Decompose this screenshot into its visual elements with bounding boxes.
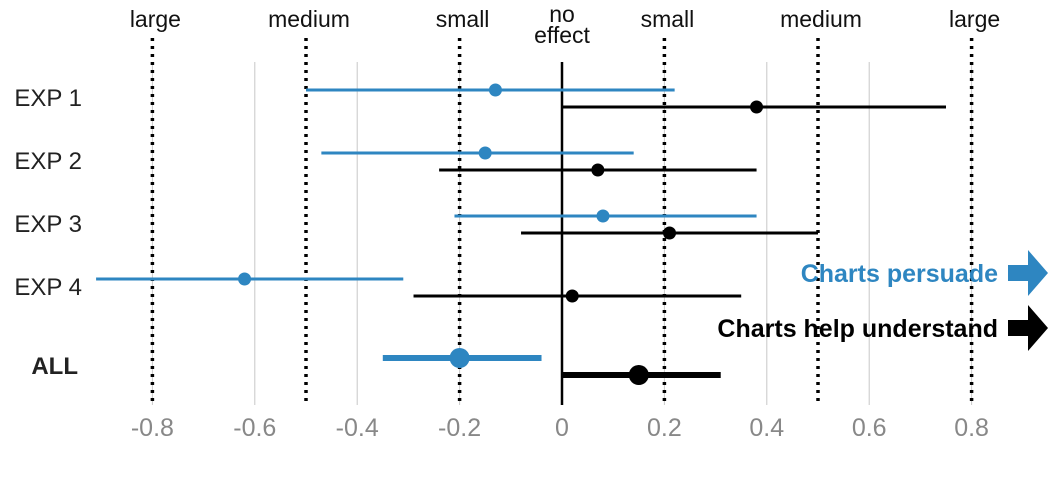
x-tick-labels: -0.8 -0.6 -0.4 -0.2 0 0.2 0.4 0.6 0.8 bbox=[131, 414, 989, 442]
point-estimate bbox=[663, 226, 677, 240]
point-estimate bbox=[750, 100, 764, 114]
x-tick-label: 0.6 bbox=[852, 414, 887, 442]
point-estimate bbox=[591, 163, 605, 177]
row-label: EXP 2 bbox=[14, 148, 82, 175]
point-estimate bbox=[565, 289, 579, 303]
threshold-label: large bbox=[949, 6, 1000, 32]
threshold-label: small bbox=[436, 6, 490, 32]
series-marks bbox=[96, 83, 946, 385]
row-label: ALL bbox=[31, 353, 78, 380]
threshold-label: medium bbox=[268, 6, 350, 32]
effect-threshold-lines: large medium small small medium large bbox=[130, 6, 1000, 405]
point-estimate bbox=[628, 365, 649, 385]
point-estimate bbox=[478, 146, 492, 160]
zero-label-line1: no bbox=[549, 1, 575, 27]
row-label: EXP 3 bbox=[14, 211, 82, 238]
x-tick-label: -0.2 bbox=[438, 414, 481, 442]
x-tick-label: 0.2 bbox=[647, 414, 682, 442]
zero-label-line2: effect bbox=[534, 22, 590, 48]
threshold-label: large bbox=[130, 6, 181, 32]
x-tick-label: 0.4 bbox=[749, 414, 784, 442]
point-estimate bbox=[596, 209, 610, 223]
row-label: EXP 4 bbox=[14, 274, 82, 301]
threshold-label: small bbox=[641, 6, 695, 32]
series-annotation: Charts persuade bbox=[801, 260, 998, 288]
series-annotation: Charts help understand bbox=[717, 315, 998, 343]
x-tick-label: -0.6 bbox=[233, 414, 276, 442]
x-tick-label: 0.8 bbox=[954, 414, 989, 442]
point-estimate bbox=[238, 272, 252, 286]
x-tick-label: 0 bbox=[555, 414, 569, 442]
arrow-right-icon bbox=[1008, 250, 1048, 296]
threshold-label: medium bbox=[780, 6, 862, 32]
arrow-right-icon bbox=[1008, 305, 1048, 351]
point-estimate bbox=[488, 83, 502, 97]
series-annotations: Charts persuade Charts help understand bbox=[717, 250, 1048, 351]
x-tick-label: -0.4 bbox=[336, 414, 379, 442]
row-labels: EXP 1 EXP 2 EXP 3 EXP 4 ALL bbox=[14, 85, 82, 380]
point-estimate bbox=[449, 348, 470, 368]
x-tick-label: -0.8 bbox=[131, 414, 174, 442]
row-label: EXP 1 bbox=[14, 85, 82, 112]
